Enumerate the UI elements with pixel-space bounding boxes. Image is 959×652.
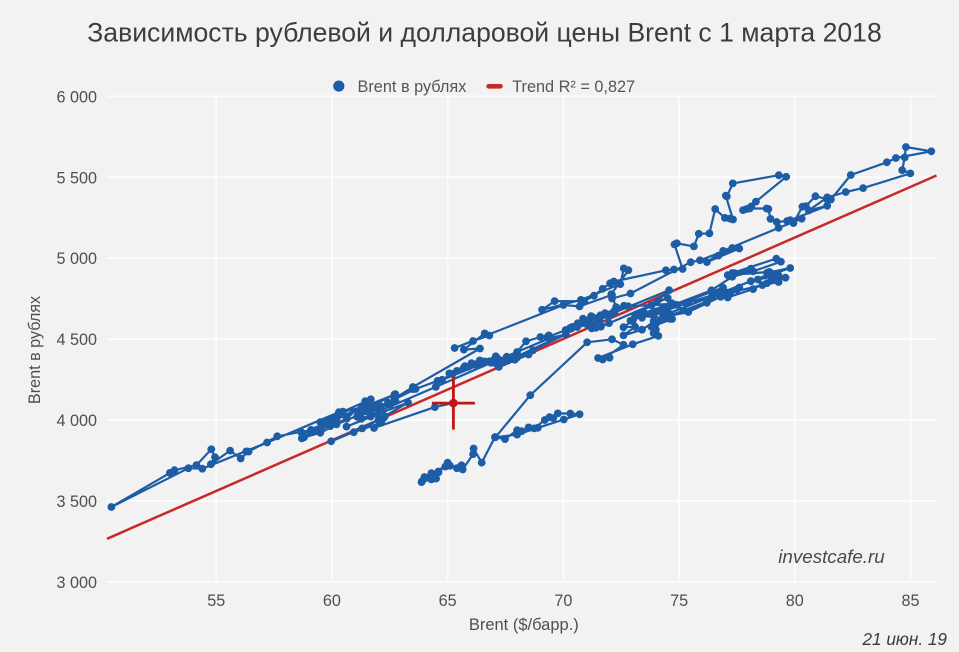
svg-text:Brent в рублях: Brent в рублях [26, 296, 44, 404]
svg-text:80: 80 [786, 592, 804, 610]
svg-text:Brent в рублях: Brent в рублях [358, 78, 467, 96]
svg-text:65: 65 [439, 592, 457, 610]
svg-text:Brent ($/барр.): Brent ($/барр.) [469, 616, 579, 634]
svg-text:5 500: 5 500 [56, 169, 97, 187]
svg-text:5 000: 5 000 [56, 250, 97, 268]
svg-text:85: 85 [901, 592, 919, 610]
svg-text:21 июн. 19: 21 июн. 19 [861, 629, 947, 649]
svg-text:70: 70 [554, 592, 572, 610]
svg-text:55: 55 [207, 592, 225, 610]
svg-text:4 500: 4 500 [56, 331, 97, 349]
svg-text:4 000: 4 000 [56, 412, 97, 430]
svg-text:3 500: 3 500 [56, 493, 97, 511]
svg-text:Trend R² = 0,827: Trend R² = 0,827 [512, 78, 635, 96]
svg-text:75: 75 [670, 592, 688, 610]
svg-text:3 000: 3 000 [56, 574, 97, 592]
svg-text:Зависимость рублевой и долларо: Зависимость рублевой и долларовой цены B… [87, 18, 882, 48]
svg-text:6 000: 6 000 [56, 88, 97, 106]
svg-text:investcafe.ru: investcafe.ru [778, 546, 885, 567]
svg-text:60: 60 [323, 592, 341, 610]
